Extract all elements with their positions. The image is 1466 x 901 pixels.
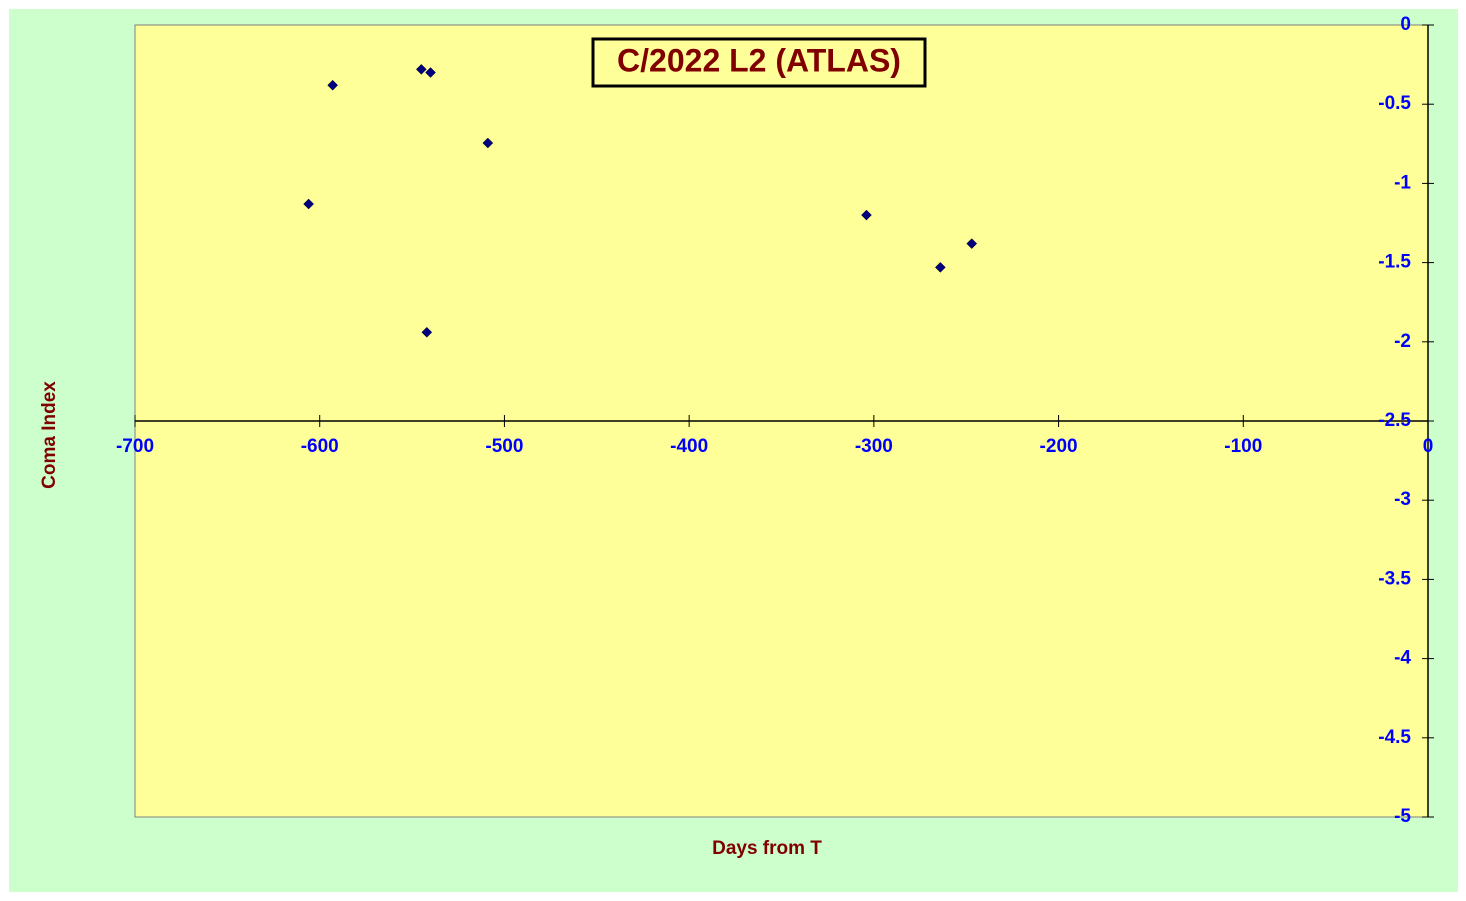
x-tick-label: -600: [301, 436, 339, 457]
y-tick-label: -1: [1394, 172, 1411, 193]
x-tick-label: -400: [670, 436, 708, 457]
x-tick-label: 0: [1423, 436, 1434, 457]
x-tick-label: -500: [485, 436, 523, 457]
y-tick-label: -4: [1394, 648, 1411, 669]
data-point: [966, 238, 978, 249]
data-point: [303, 198, 314, 210]
data-point: [482, 137, 494, 149]
y-tick-label: 0: [1400, 14, 1411, 35]
data-point: [425, 67, 436, 78]
title-box: [591, 37, 927, 88]
y-tick-label: -1.5: [1378, 252, 1411, 273]
y-tick-label: -2: [1394, 331, 1411, 352]
y-tick-label: -4.5: [1378, 727, 1411, 748]
y-tick-label: -5: [1394, 806, 1411, 827]
data-point: [935, 261, 946, 273]
data-point: [421, 326, 433, 338]
y-tick-label: -3.5: [1378, 568, 1411, 589]
x-tick-label: -200: [1040, 436, 1078, 457]
data-point: [415, 63, 427, 75]
x-tick-label: -700: [116, 436, 154, 457]
x-tick-label: -300: [855, 436, 893, 457]
y-tick-label: -2.5: [1378, 410, 1411, 431]
y-tick-label: -0.5: [1378, 93, 1411, 114]
y-axis-label: Coma Index: [39, 381, 60, 489]
data-point: [327, 79, 338, 91]
data-point: [861, 209, 872, 221]
x-tick-label: -100: [1224, 436, 1262, 457]
chart-title: C/2022 L2 (ATLAS): [617, 42, 901, 78]
x-axis-label: Days from T: [712, 838, 822, 859]
y-tick-label: -3: [1394, 489, 1411, 510]
